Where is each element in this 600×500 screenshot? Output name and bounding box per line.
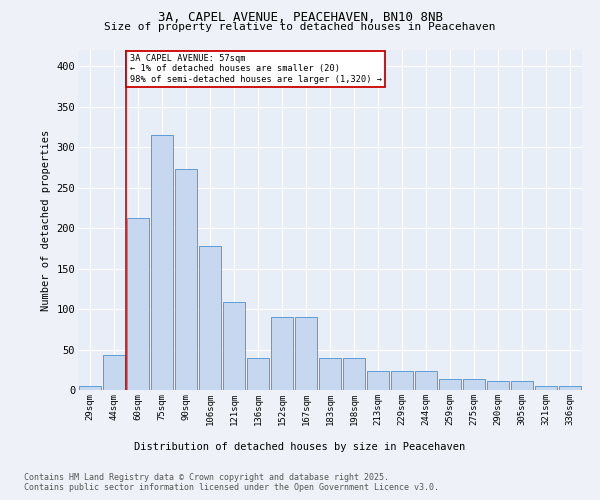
Bar	[439, 378, 461, 390]
Bar	[103, 355, 125, 390]
Bar	[151, 135, 173, 390]
Text: Size of property relative to detached houses in Peacehaven: Size of property relative to detached ho…	[104, 22, 496, 32]
Bar	[367, 372, 389, 390]
Y-axis label: Number of detached properties: Number of detached properties	[41, 130, 51, 310]
Bar	[559, 386, 581, 390]
Bar	[295, 317, 317, 390]
Bar	[319, 358, 341, 390]
Text: Distribution of detached houses by size in Peacehaven: Distribution of detached houses by size …	[134, 442, 466, 452]
Bar	[511, 381, 533, 390]
Bar	[415, 370, 437, 390]
Text: 3A, CAPEL AVENUE, PEACEHAVEN, BN10 8NB: 3A, CAPEL AVENUE, PEACEHAVEN, BN10 8NB	[157, 11, 443, 24]
Bar	[271, 317, 293, 390]
Bar	[199, 246, 221, 390]
Bar	[391, 370, 413, 390]
Bar	[463, 378, 485, 390]
Bar	[247, 358, 269, 390]
Bar	[343, 358, 365, 390]
Bar	[127, 218, 149, 390]
Text: Contains HM Land Registry data © Crown copyright and database right 2025.: Contains HM Land Registry data © Crown c…	[24, 472, 389, 482]
Text: 3A CAPEL AVENUE: 57sqm
← 1% of detached houses are smaller (20)
98% of semi-deta: 3A CAPEL AVENUE: 57sqm ← 1% of detached …	[130, 54, 382, 84]
Bar	[79, 386, 101, 390]
Bar	[535, 386, 557, 390]
Bar	[175, 169, 197, 390]
Bar	[223, 302, 245, 390]
Text: Contains public sector information licensed under the Open Government Licence v3: Contains public sector information licen…	[24, 484, 439, 492]
Bar	[487, 381, 509, 390]
